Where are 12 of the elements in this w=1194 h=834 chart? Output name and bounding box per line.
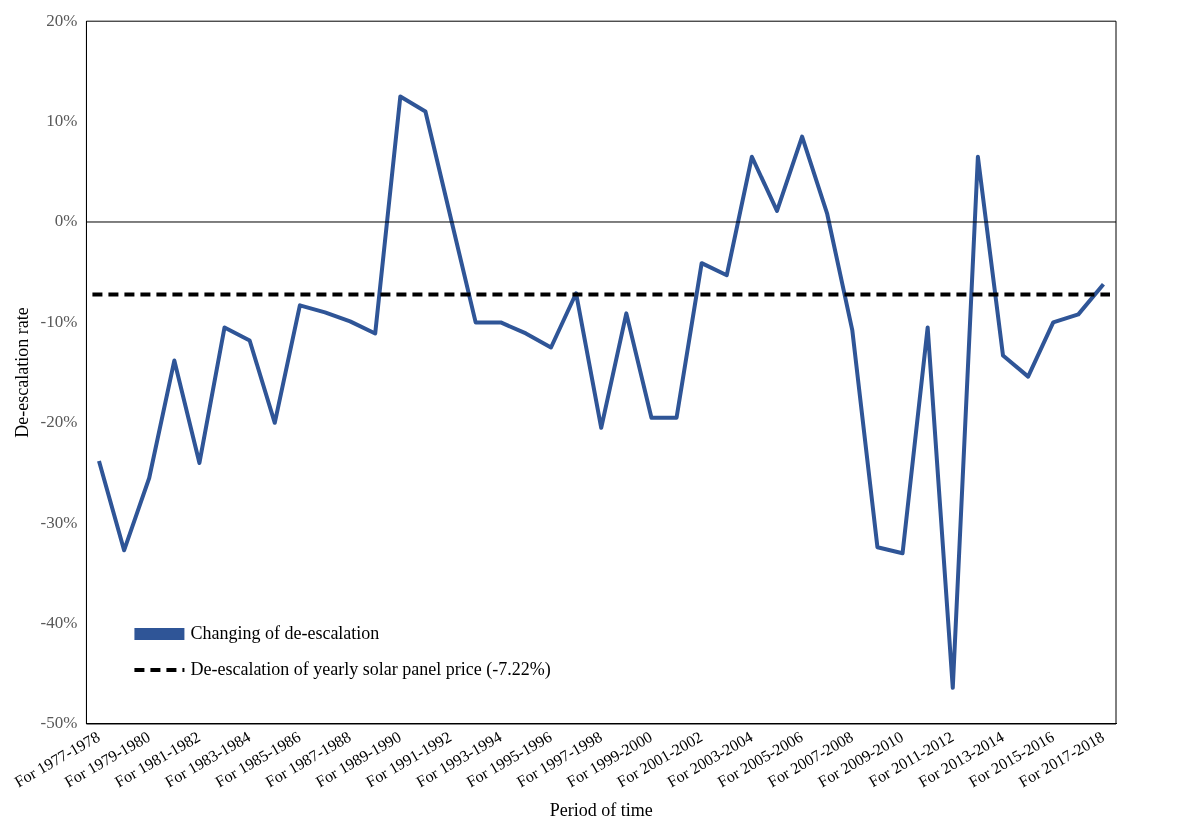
y-tick-label: -20%: [40, 412, 78, 432]
y-tick-label: -30%: [40, 512, 78, 532]
y-tick-label: -40%: [40, 613, 78, 633]
y-tick-label: -10%: [40, 311, 78, 331]
y-tick-label: 0%: [54, 211, 78, 231]
y-axis-title: De-escalation rate: [11, 307, 32, 438]
x-axis-title: Period of time: [549, 799, 653, 820]
y-tick-label: -50%: [40, 713, 78, 733]
legend-label: Changing of de-escalation: [190, 622, 380, 643]
y-tick-label: 10%: [46, 111, 78, 131]
y-tick-label: 20%: [46, 10, 78, 30]
legend-label: De-escalation of yearly solar panel price (-7.22%): [190, 658, 551, 680]
